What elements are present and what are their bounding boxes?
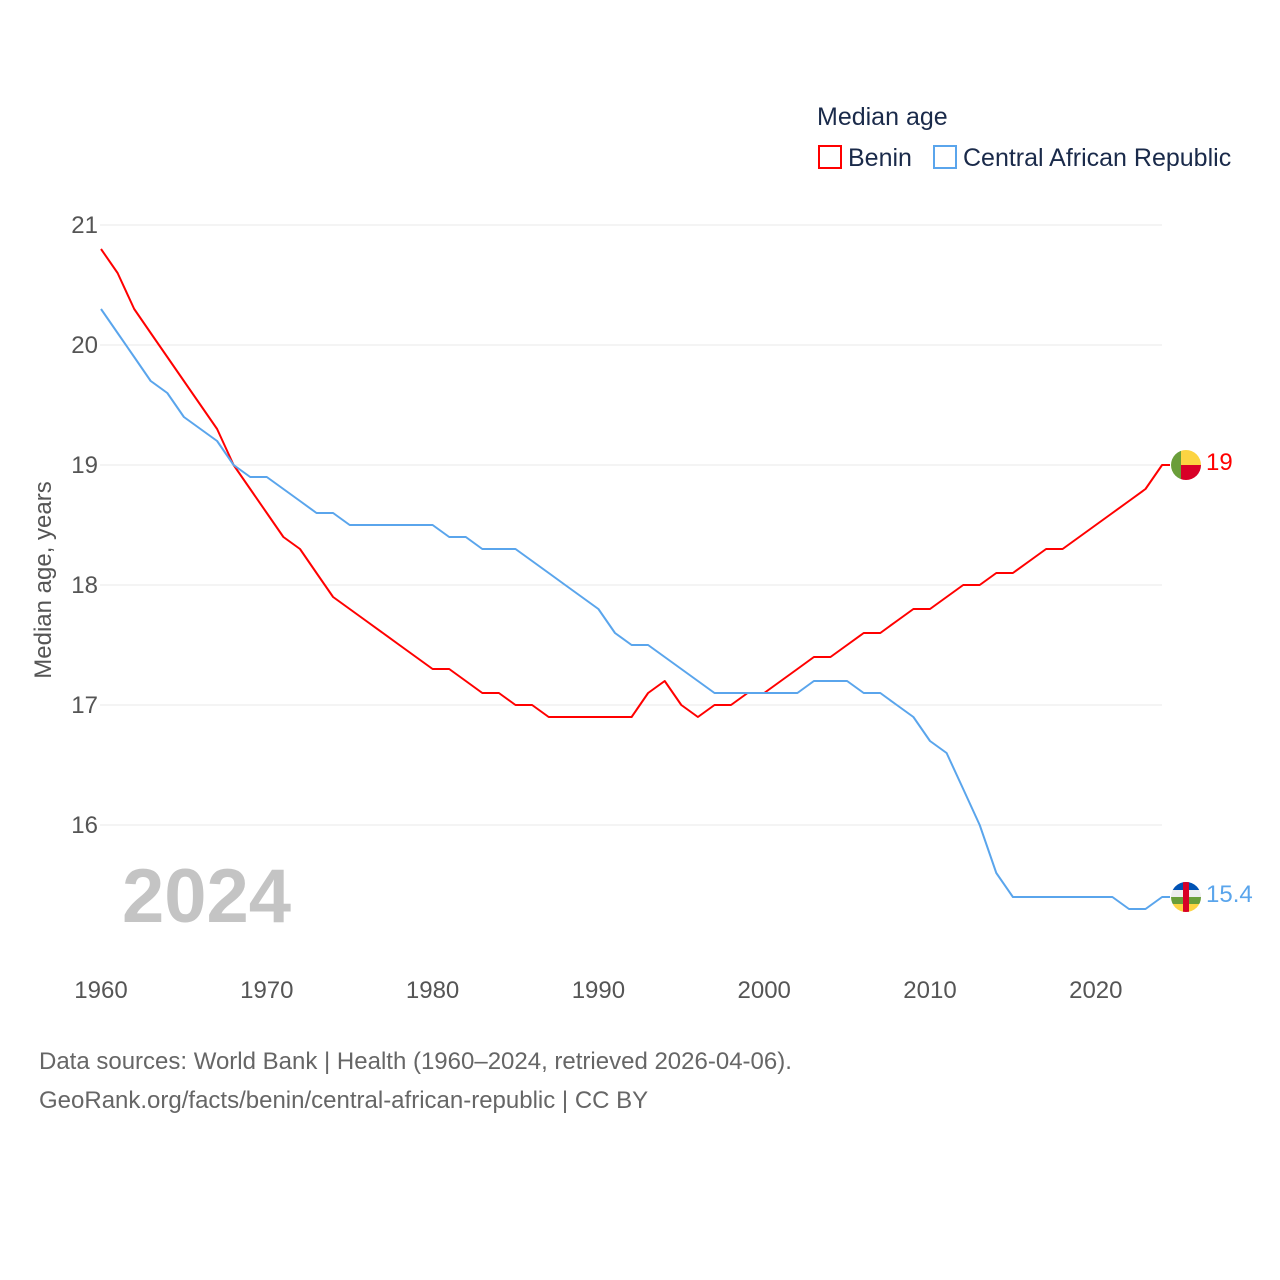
legend-item-car[interactable]: Central African Republic	[933, 144, 1231, 172]
y-tick-label: 19	[71, 452, 98, 479]
end-value-label: 15.4	[1206, 881, 1253, 908]
grid	[100, 224, 1162, 826]
x-tick-label: 2020	[1069, 977, 1122, 1004]
y-tick-label: 18	[71, 572, 98, 599]
x-tick-label: 1990	[572, 977, 625, 1004]
x-tick-label: 1970	[240, 977, 293, 1004]
legend-item-benin[interactable]: Benin	[818, 144, 912, 172]
source-line: Data sources: World Bank | Health (1960–…	[39, 1048, 792, 1075]
series-line-benin	[100, 248, 1170, 718]
legend-swatch-car	[933, 145, 957, 169]
legend: Median age Benin Central African Republi…	[817, 103, 1231, 172]
series-line-car	[100, 308, 1170, 910]
source-url[interactable]: GeoRank.org/facts/benin/central-african-…	[39, 1087, 648, 1114]
x-tick-label: 1960	[74, 977, 127, 1004]
y-tick-label: 20	[71, 332, 98, 359]
benin-flag-icon	[1171, 450, 1201, 480]
y-tick-label: 17	[71, 692, 98, 719]
y-axis: 16 17 18 19 20 21	[71, 212, 98, 839]
y-tick-label: 21	[71, 212, 98, 239]
x-tick-label: 2000	[738, 977, 791, 1004]
y-tick-label: 16	[71, 812, 98, 839]
year-watermark: 2024	[122, 854, 291, 939]
legend-swatch-benin	[818, 145, 842, 169]
legend-label-benin: Benin	[848, 144, 912, 172]
y-axis-label: Median age, years	[30, 481, 57, 678]
end-value-label: 19	[1206, 449, 1233, 476]
end-labels: 19 15.4	[1206, 449, 1253, 908]
legend-title: Median age	[817, 103, 948, 131]
x-tick-label: 2010	[903, 977, 956, 1004]
legend-label-car: Central African Republic	[963, 144, 1231, 172]
car-flag-icon	[1171, 882, 1201, 912]
series-lines	[100, 248, 1170, 910]
x-tick-label: 1980	[406, 977, 459, 1004]
x-axis: 1960 1970 1980 1990 2000 2010 2020	[74, 977, 1122, 1004]
